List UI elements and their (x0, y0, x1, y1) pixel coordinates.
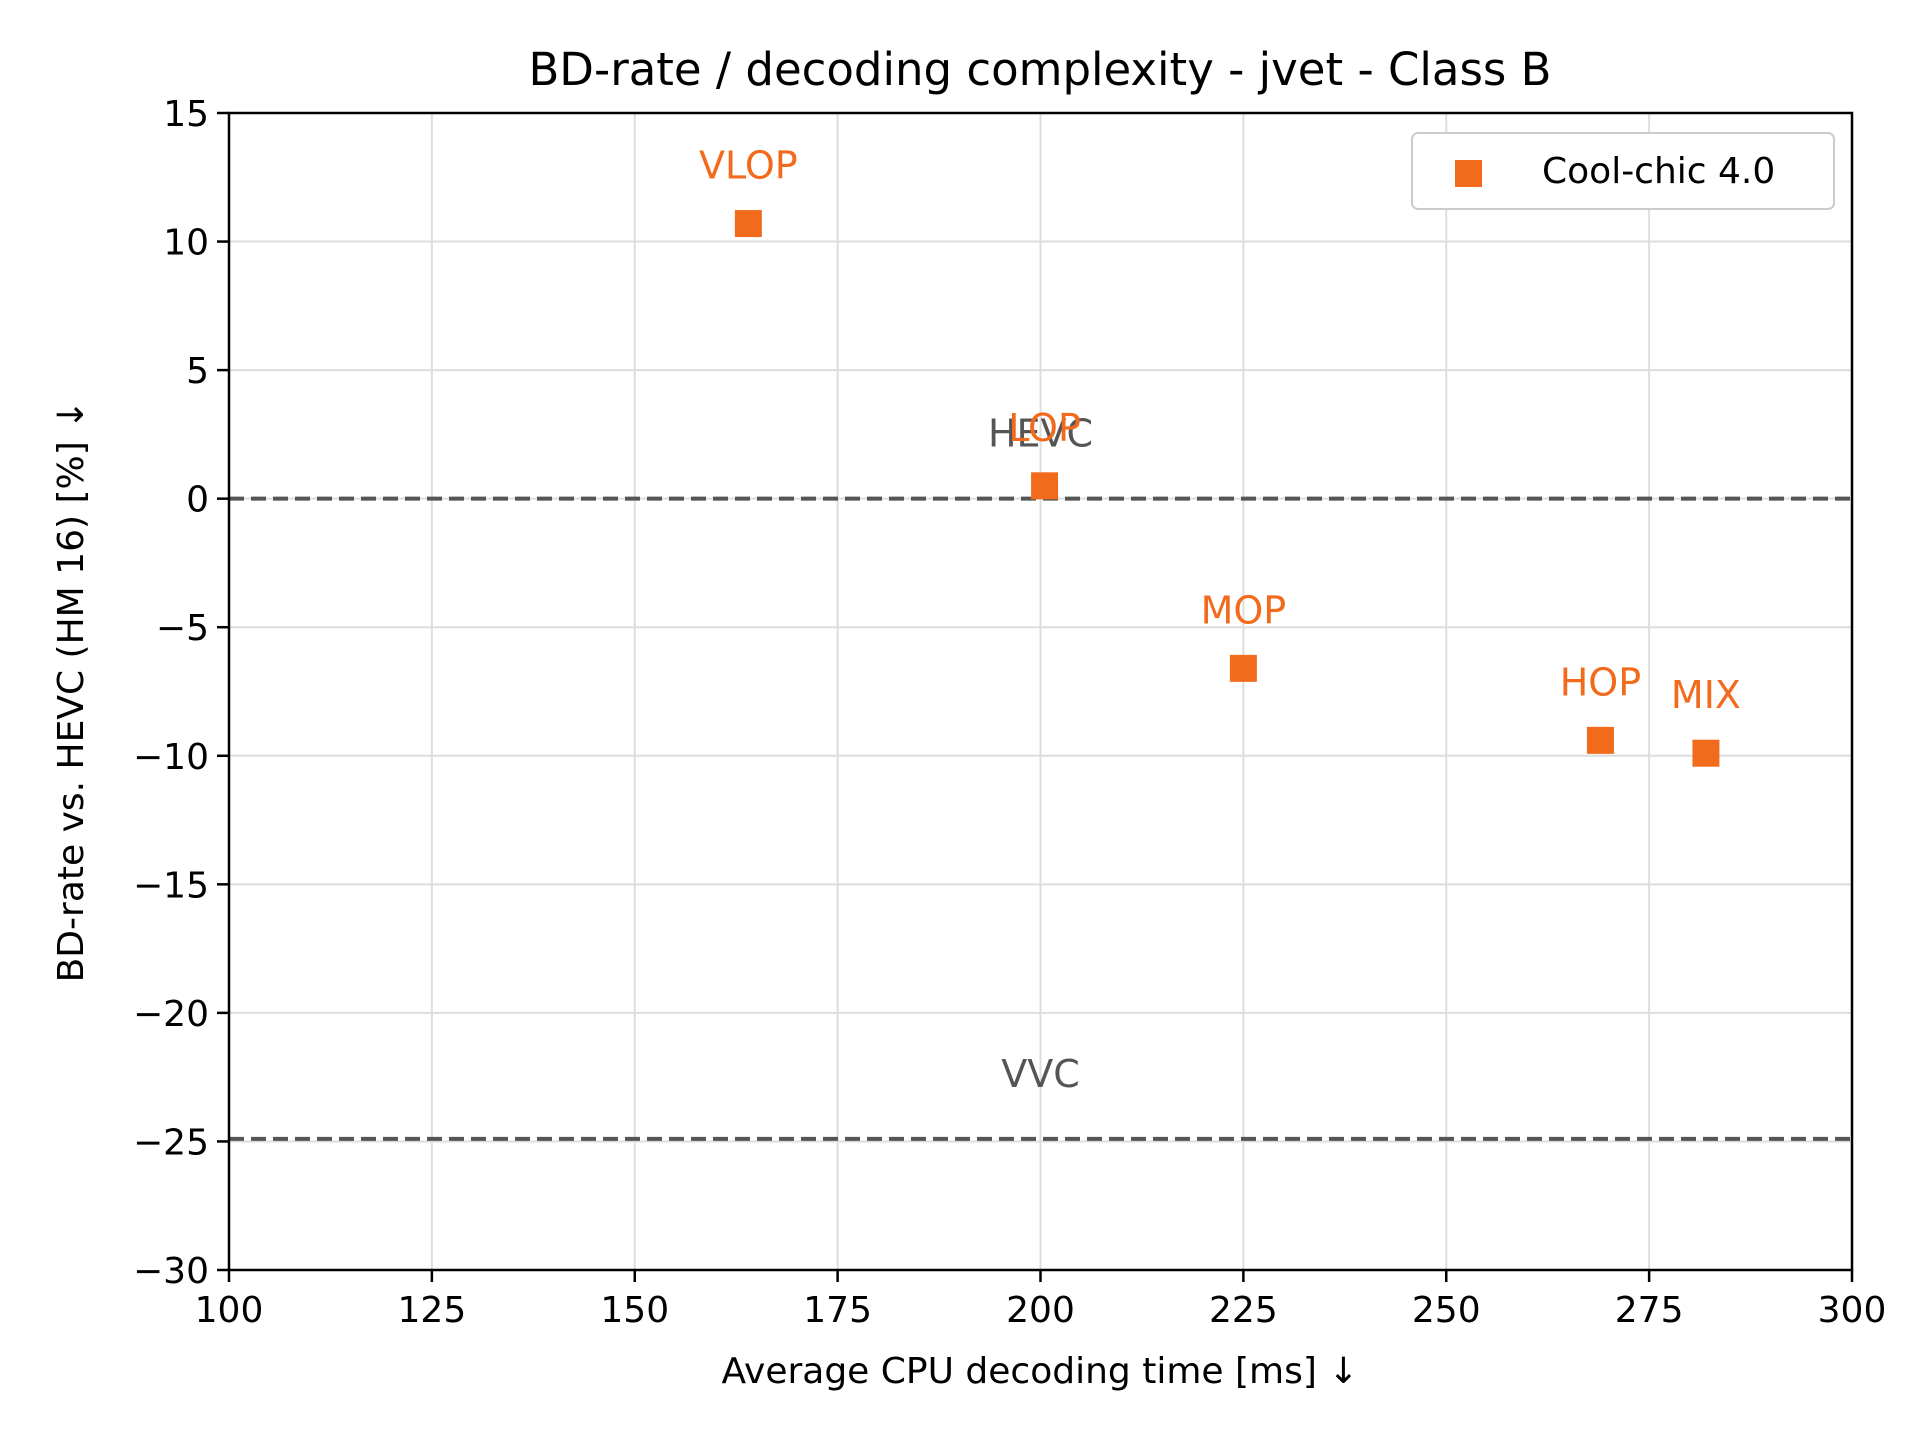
x-tick-label: 100 (195, 1290, 264, 1331)
data-points (734, 210, 1720, 767)
x-tick-label: 125 (398, 1290, 467, 1331)
point-label: HOP (1560, 660, 1641, 704)
point-label: MOP (1201, 588, 1287, 632)
y-tick-label: −5 (156, 608, 209, 649)
y-tick-label: −10 (133, 737, 209, 778)
x-axis-label: Average CPU decoding time [ms] ↓ (722, 1351, 1359, 1392)
x-tick-label: 200 (1006, 1290, 1075, 1331)
legend-box (1411, 132, 1835, 210)
x-tick-label: 150 (600, 1290, 669, 1331)
x-tick-label: 300 (1818, 1290, 1887, 1331)
reference-label-hevc: HEVC (988, 412, 1093, 456)
axis-ticks: 100 125 150 175 200 225 250 275 300 15 10 5 0 −5 −10 −1… (133, 94, 1886, 1331)
point-label: LOP (1008, 406, 1081, 450)
y-tick-label: −30 (133, 1251, 209, 1292)
y-tick-label: −25 (133, 1122, 209, 1163)
data-point (1586, 726, 1614, 754)
point-label: MIX (1671, 673, 1741, 717)
x-tick-label: 175 (803, 1290, 872, 1331)
data-point (1031, 472, 1059, 500)
reference-lines: HEVC VVC (229, 412, 1852, 1141)
legend-marker (1455, 160, 1482, 187)
reference-label-vvc: VVC (1001, 1052, 1080, 1096)
y-axis-label: BD-rate vs. HEVC (HM 16) [%] ↓ (51, 400, 92, 983)
y-tick-label: 15 (163, 94, 209, 135)
chart-title: BD-rate / decoding complexity - jvet - C… (528, 43, 1551, 96)
x-tick-label: 275 (1615, 1290, 1684, 1331)
y-tick-label: 5 (186, 351, 209, 392)
data-point (1229, 654, 1257, 682)
legend-label: Cool-chic 4.0 (1542, 151, 1775, 192)
y-tick-label: −20 (133, 994, 209, 1035)
point-labels: VLOP LOP MOP HOP MIX (699, 144, 1741, 718)
y-tick-label: 10 (163, 223, 209, 264)
point-label: VLOP (699, 144, 798, 188)
x-tick-label: 250 (1412, 1290, 1481, 1331)
y-tick-label: 0 (186, 480, 209, 521)
legend: Cool-chic 4.0 (1411, 132, 1835, 210)
x-tick-label: 225 (1209, 1290, 1278, 1331)
data-point (1692, 739, 1720, 767)
y-tick-label: −15 (133, 865, 209, 906)
data-point (734, 210, 762, 238)
